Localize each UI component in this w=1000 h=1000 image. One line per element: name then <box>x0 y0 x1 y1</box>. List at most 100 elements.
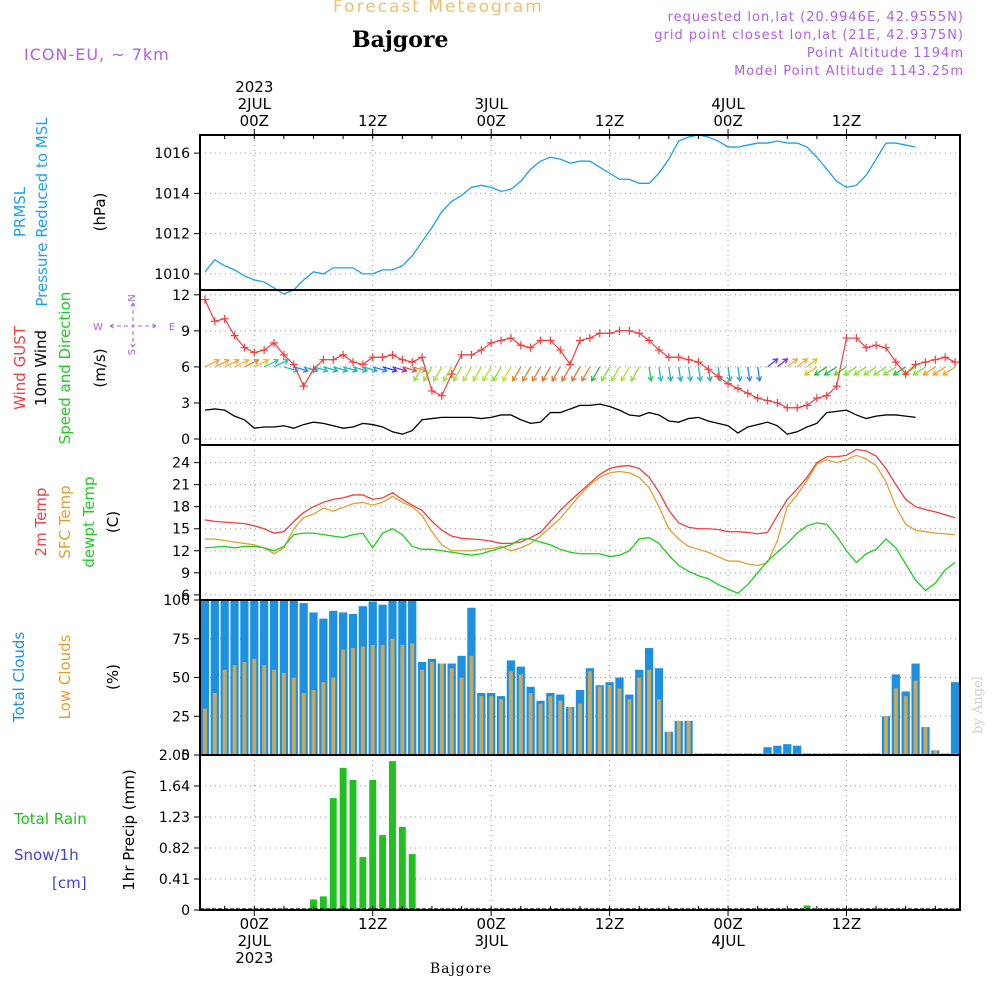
y-tick-label: 24 <box>172 456 190 472</box>
wind-arrow-head <box>696 376 703 383</box>
wind-arrow-head <box>657 376 664 383</box>
low-cloud-bar <box>913 680 918 755</box>
low-cloud-bar <box>301 693 306 755</box>
total-cloud-bar <box>299 603 308 755</box>
gust-marker <box>724 379 733 388</box>
low-cloud-bar <box>479 696 484 755</box>
wind-arrow <box>293 366 308 372</box>
wind-arrow-head <box>677 376 684 383</box>
gust-marker <box>270 338 279 347</box>
wind-arrow-head <box>482 375 488 382</box>
wind-arrow-head <box>512 375 518 382</box>
y-tick-label: 1.23 <box>159 810 190 826</box>
gust-marker <box>506 334 515 343</box>
gust-line <box>204 299 956 409</box>
wind-arrow-head <box>492 375 498 382</box>
wind-arrow <box>757 366 761 381</box>
low-cloud-bar <box>420 669 425 755</box>
wind-arrow-head <box>843 370 850 376</box>
low-cloud-bar <box>884 716 888 755</box>
gust-marker <box>773 398 782 407</box>
rain-bar <box>319 896 327 910</box>
wind-arrow <box>214 359 230 368</box>
low-cloud-bar <box>686 720 691 755</box>
wind-arrow-head <box>423 375 429 382</box>
low-cloud-bar <box>459 677 464 755</box>
bottom-time-label: 12Z <box>358 915 387 933</box>
gust-marker <box>477 346 486 355</box>
total-cloud-bar <box>200 600 210 755</box>
wind-arrow <box>922 366 936 376</box>
wind-arrow-head <box>342 366 349 373</box>
wind-arrow <box>776 358 788 368</box>
wind-arrow <box>717 366 721 381</box>
low-cloud-bar <box>508 671 513 755</box>
clouds-unit: (%) <box>104 664 122 690</box>
gust-marker <box>605 329 614 338</box>
y-tick-label: 0.41 <box>159 872 190 888</box>
wind-arrow <box>630 366 640 382</box>
sfc-temp-label: SFC Temp <box>56 485 74 558</box>
wind-arrow-head <box>223 358 230 365</box>
wind-arrow-head <box>391 366 398 373</box>
wind-arrow <box>342 366 358 372</box>
low-cloud-bar <box>647 669 652 755</box>
low-cloud-bar <box>262 665 267 755</box>
gust-marker <box>793 403 802 412</box>
wind-arrow <box>610 366 621 382</box>
gust-marker <box>250 348 259 357</box>
gust-marker <box>911 360 920 369</box>
wind-arrow-head <box>411 366 418 373</box>
rain-bar <box>379 835 387 910</box>
y-tick-label: 75 <box>172 632 190 648</box>
low-cloud-bar <box>449 668 454 755</box>
y-tick-label: 50 <box>172 671 190 687</box>
wind-arrow <box>814 366 828 376</box>
watermark: by Angel <box>971 676 986 734</box>
low-cloud-bar <box>568 706 573 755</box>
wind-arrow-head <box>922 370 929 376</box>
wind-arrow <box>273 359 289 368</box>
gust-marker <box>289 360 298 369</box>
gust-marker <box>309 365 318 374</box>
wind-arrow <box>668 366 672 381</box>
gust-marker <box>566 360 575 369</box>
low-cloud-bar <box>656 699 661 755</box>
y-tick-label: 0 <box>181 748 190 764</box>
wind-arrow <box>834 366 847 376</box>
rain-bar <box>408 854 416 910</box>
total-cloud-bar <box>950 682 960 755</box>
pressure-title: PRMSL <box>11 186 29 237</box>
wind-arrow-head <box>302 366 309 373</box>
gust-marker <box>684 355 693 364</box>
y-tick-label: 0 <box>181 903 190 919</box>
total-cloud-bar <box>763 747 772 755</box>
compass-e: E <box>169 322 175 333</box>
bottom-time-label: 00Z <box>240 915 269 933</box>
wind-arrow-head <box>521 375 528 382</box>
panel-frame <box>199 754 961 911</box>
gust-marker <box>881 343 890 352</box>
y-tick-label: 1.64 <box>159 779 190 795</box>
y-tick-label: 15 <box>172 522 190 538</box>
header-grid-point: grid point closest lon,lat (21E, 42.9375… <box>654 28 964 43</box>
low-cloud-bar <box>212 693 217 755</box>
wind-arrow <box>531 366 542 382</box>
wind-arrow-head <box>811 358 818 364</box>
y-tick-label: 9 <box>181 324 190 340</box>
gust-marker <box>921 358 930 367</box>
gust-marker <box>220 314 229 323</box>
wind-arrow-head <box>243 358 250 365</box>
wind-arrow-head <box>600 375 607 382</box>
low-cloud-bar <box>341 649 346 755</box>
wind-arrow <box>382 366 397 372</box>
low-cloud-bar <box>222 669 227 755</box>
low-cloud-bar <box>548 696 553 755</box>
wind-arrow-head <box>813 370 820 376</box>
gust-marker <box>941 353 950 362</box>
wind-arrow-head <box>823 370 830 376</box>
wind-arrow <box>591 366 601 382</box>
wind-gust-label: Wind GUST <box>11 325 29 410</box>
wind-arrow <box>687 366 692 381</box>
rain-bar <box>359 857 367 910</box>
